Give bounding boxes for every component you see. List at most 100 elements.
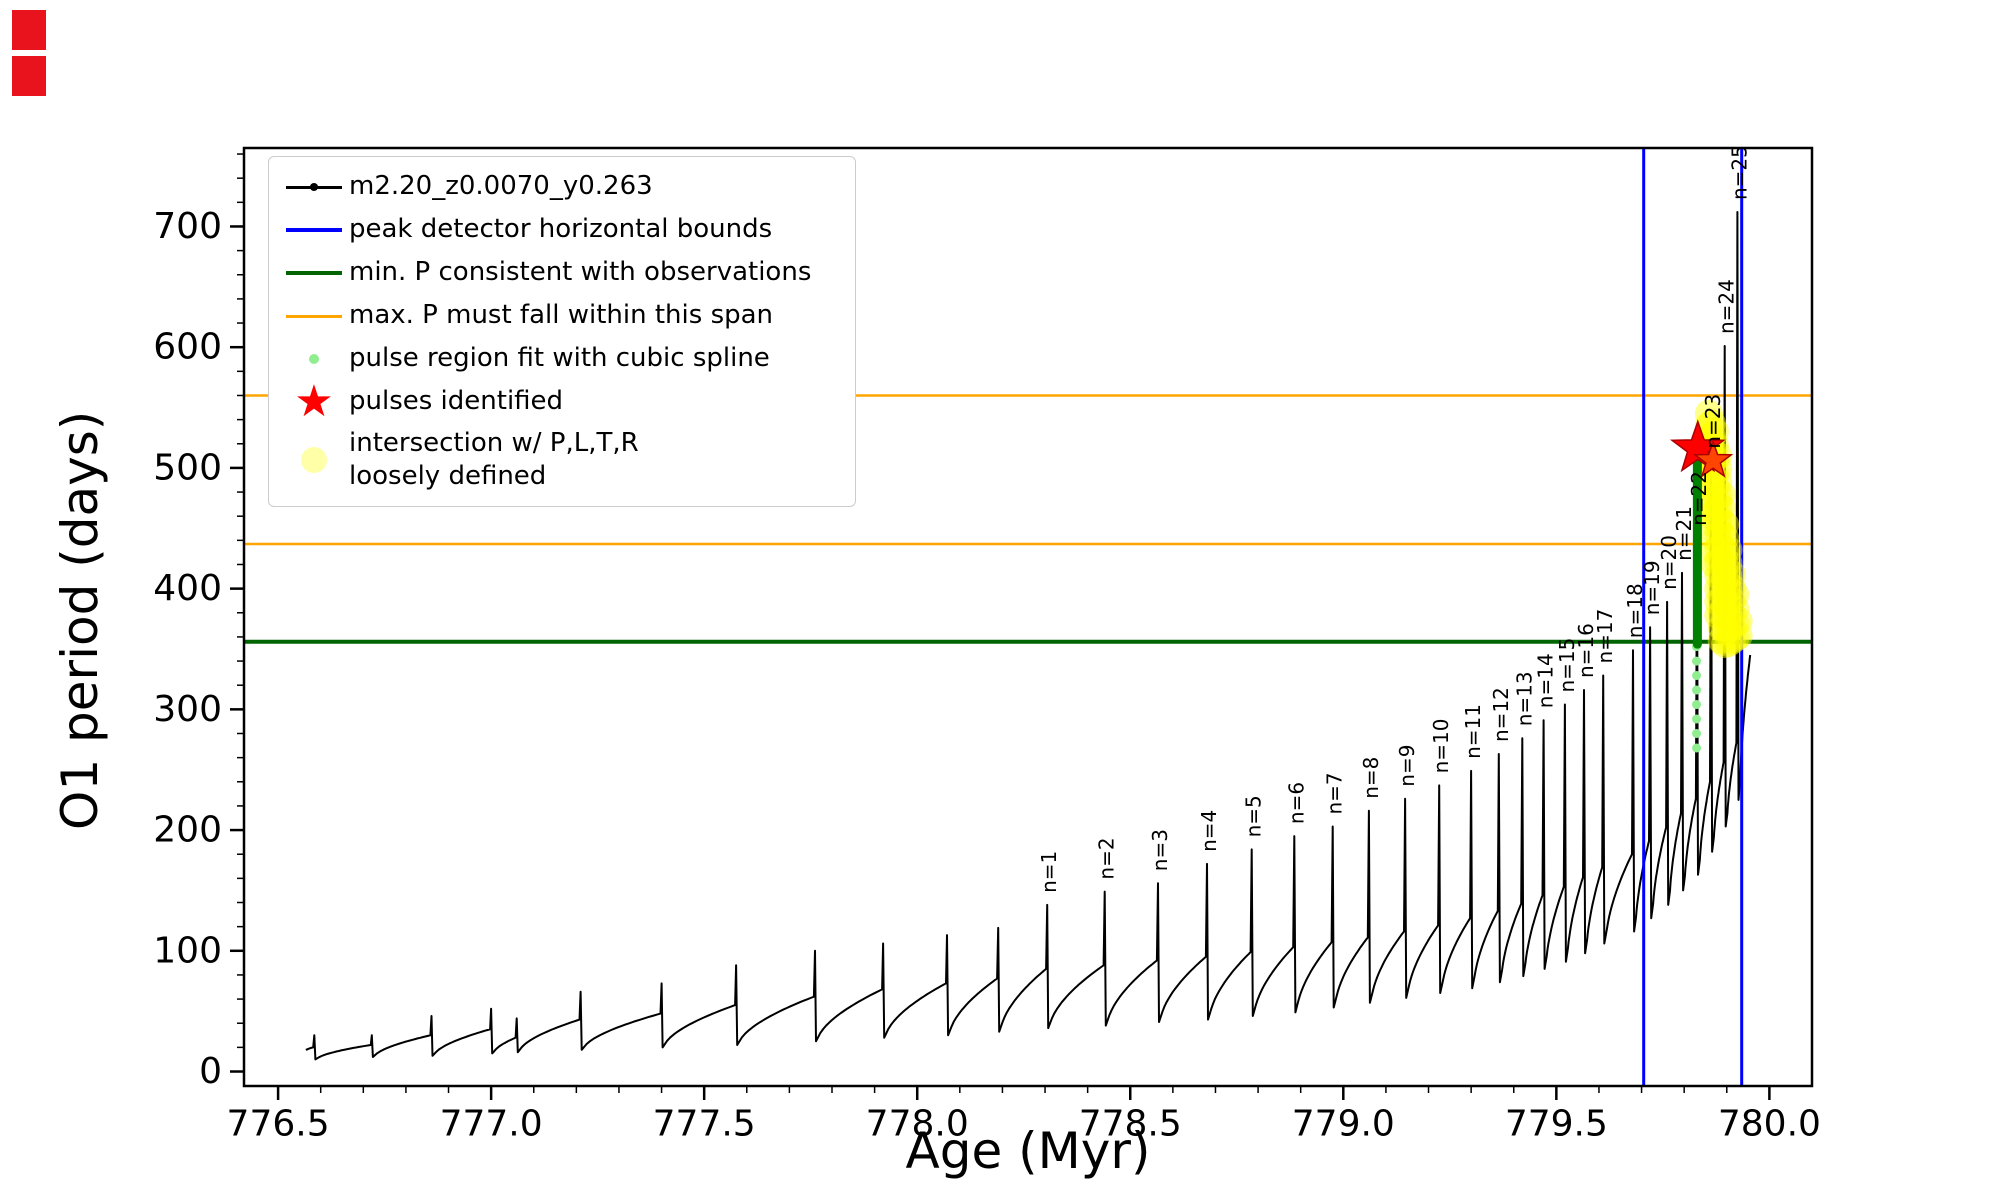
intersection-point [1697,502,1726,531]
x-axis-label: Age (Myr) [905,1122,1151,1180]
intersection-point [1714,615,1743,644]
legend-label: m2.20_z0.0070_y0.263 [349,171,653,202]
intersection-point [1721,595,1750,624]
legend: m2.20_z0.0070_y0.263 peak detector horiz… [268,156,856,507]
intersection-point [1704,521,1733,550]
spline-fit-point [1692,671,1702,681]
intersection-point [1714,589,1743,618]
intersection-point [1694,399,1723,428]
intersection-point [1721,609,1750,638]
series-line-marker [279,169,349,205]
y-tick-label: 200 [153,810,222,851]
intersection-point [1700,510,1729,539]
x-tick-label: 777.0 [440,1104,543,1145]
y-tick-label: 100 [153,930,222,971]
legend-label: min. P consistent with observations [349,257,812,288]
pulse-number-label: n=16 [1574,623,1598,678]
pulse-identified-star [1692,439,1734,478]
intersection-point [1707,520,1736,549]
x-tick-label: 778.5 [1079,1104,1182,1145]
intersection-point [1704,508,1733,537]
pulse-number-label: n=4 [1197,810,1221,852]
x-tick-label: 776.5 [227,1104,330,1145]
intersection-point [1711,630,1740,659]
spline-fit-point [1692,743,1702,753]
intersection-point [1707,599,1736,628]
pulse-number-label: n=2 [1095,837,1119,879]
intersection-point [1697,475,1726,504]
intersection-point [1714,549,1743,578]
intersection-point [1717,613,1746,642]
corner-red-marker [12,10,46,50]
intersection-point [1717,573,1746,602]
pulse-identified-star [1669,419,1726,473]
pulse-number-label: n=9 [1395,745,1419,787]
intersection-point [1697,488,1726,517]
intersection-point [1711,523,1740,552]
pulse-number-label: n=25 [1727,145,1751,200]
intersection-point [1714,628,1743,657]
max-period-line-marker [279,298,349,334]
intersection-point [1714,562,1743,591]
legend-label: peak detector horizontal bounds [349,214,773,245]
legend-item-peak-bounds: peak detector horizontal bounds [279,212,841,248]
legend-item-intersection: intersection w/ P,L,T,R loosely defined [279,427,841,494]
intersection-point [1714,536,1743,564]
intersection-point [1711,616,1740,645]
pulse-number-label: n=10 [1429,719,1453,774]
pulse-number-label: n=20 [1657,535,1681,590]
y-tick-label: 500 [153,447,222,488]
spline-fit-point [1692,714,1702,724]
intersection-point [1711,590,1740,619]
y-axis-label: O1 period (days) [51,410,109,830]
plot-frame [242,146,1814,1088]
intersection-point [1700,523,1729,552]
spline-fit-point [1692,685,1702,695]
intersection-point [1704,534,1733,563]
intersection-point [1711,577,1740,606]
intersection-point [1707,560,1736,589]
x-tick-label: 779.5 [1505,1104,1608,1145]
spline-dot-marker [279,341,349,377]
intersection-point [1704,574,1733,603]
pulse-number-label: n=8 [1359,757,1383,799]
x-tick-label: 777.5 [653,1104,756,1145]
legend-item-series: m2.20_z0.0070_y0.263 [279,169,841,205]
spline-fit-point [1692,656,1702,666]
intersection-point [1700,484,1729,513]
pulse-number-label: n=13 [1512,671,1536,726]
intersection-point [1697,409,1726,438]
pulse-number-label: n=5 [1242,795,1266,837]
intersection-point [1704,468,1733,497]
legend-item-max-period: max. P must fall within this span [279,298,841,334]
pulse-number-label: n=12 [1489,687,1513,742]
pulse-number-label: n=19 [1640,560,1664,615]
intersection-point [1717,599,1746,628]
intersection-point [1704,601,1733,630]
intersection-point [1724,607,1753,636]
legend-item-pulses: ★ pulses identified [279,380,841,424]
intersection-point [1717,560,1746,589]
y-tick-label: 600 [153,327,222,368]
pulse-number-label: n=18 [1623,583,1647,638]
y-tick-label: 700 [153,206,222,247]
intersection-point [1707,533,1736,562]
intersection-point [1704,561,1733,590]
intersection-point [1717,586,1746,615]
pulse-number-label: n=7 [1323,772,1347,814]
legend-label: pulses identified [349,386,564,417]
intersection-point [1700,497,1729,526]
pulse-number-label: n=3 [1148,829,1172,871]
legend-item-spline-fit: pulse region fit with cubic spline [279,341,841,377]
pulse-number-label: n=22 [1687,471,1711,526]
intersection-point [1707,507,1736,536]
intersection-point [1707,480,1736,509]
intersection-point [1704,481,1733,510]
pulse-number-label: n=1 [1037,851,1061,893]
intersection-point [1707,613,1736,642]
intersection-point [1711,510,1740,539]
legend-item-min-period: min. P consistent with observations [279,255,841,291]
intersection-point [1707,546,1736,575]
x-tick-label: 780.0 [1718,1104,1821,1145]
